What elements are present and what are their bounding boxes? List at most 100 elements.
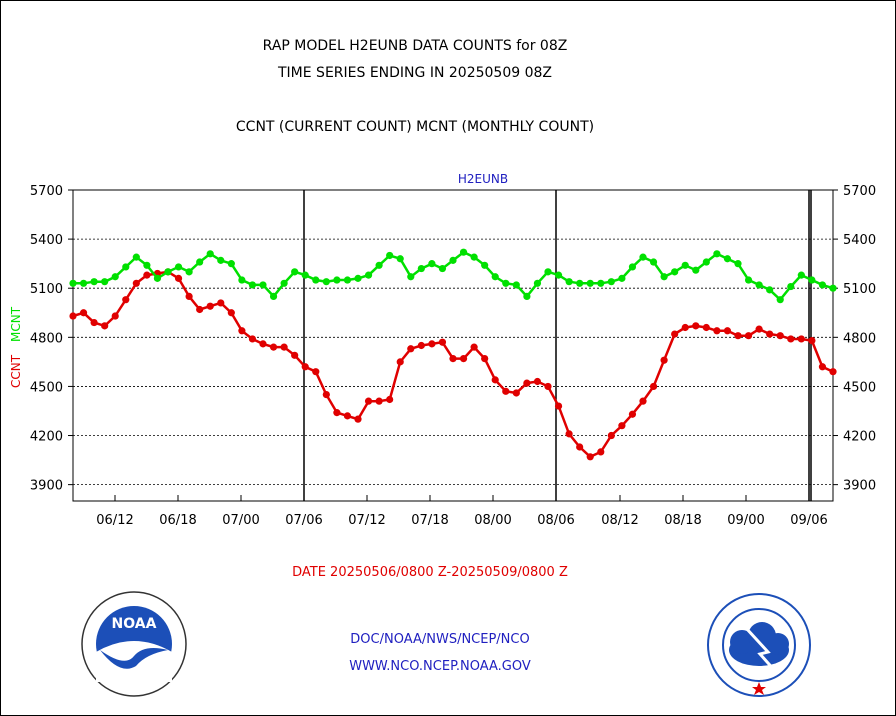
data-point-mcnt bbox=[185, 268, 193, 276]
data-point-ccnt bbox=[386, 395, 394, 404]
data-point-mcnt bbox=[312, 276, 320, 284]
data-point-ccnt bbox=[196, 305, 204, 314]
x-tick-label: 06/12 bbox=[96, 513, 133, 528]
data-point-mcnt bbox=[649, 258, 658, 266]
data-point-mcnt bbox=[269, 292, 278, 300]
data-point-mcnt bbox=[713, 250, 721, 258]
data-point-ccnt bbox=[174, 274, 183, 282]
data-point-ccnt bbox=[280, 343, 288, 351]
chart-subtitle: CCNT (CURRENT COUNT) MCNT (MONTHLY COUNT… bbox=[235, 119, 595, 135]
data-point-ccnt bbox=[291, 351, 299, 359]
data-point-mcnt bbox=[122, 263, 130, 271]
data-point-mcnt bbox=[164, 268, 172, 276]
data-point-ccnt bbox=[576, 443, 584, 451]
y-tick-label-left: 4800 bbox=[30, 331, 63, 346]
data-point-mcnt bbox=[554, 271, 563, 279]
data-point-mcnt bbox=[69, 279, 77, 287]
data-point-mcnt bbox=[829, 284, 837, 292]
data-point-ccnt bbox=[586, 453, 594, 461]
data-point-ccnt bbox=[206, 302, 214, 310]
org-link[interactable]: DOC/NOAA/NWS/NCEP/NCO bbox=[350, 632, 530, 647]
data-point-mcnt bbox=[111, 273, 119, 281]
data-point-ccnt bbox=[787, 335, 795, 343]
data-point-ccnt bbox=[797, 335, 805, 343]
x-tick-label: 07/06 bbox=[285, 513, 322, 528]
data-point-mcnt bbox=[248, 281, 257, 289]
data-point-mcnt bbox=[238, 276, 246, 284]
data-point-mcnt bbox=[755, 281, 763, 289]
data-point-mcnt bbox=[364, 271, 373, 279]
y-tick-label-right: 4800 bbox=[843, 331, 876, 346]
data-point-ccnt bbox=[481, 354, 489, 363]
data-point-ccnt bbox=[375, 397, 383, 405]
data-point-mcnt bbox=[481, 261, 489, 269]
data-point-ccnt bbox=[723, 327, 732, 335]
y-axis-label-ccnt: CCNT bbox=[9, 354, 23, 388]
data-point-mcnt bbox=[576, 279, 584, 287]
data-point-ccnt bbox=[702, 323, 710, 332]
data-point-ccnt bbox=[533, 377, 542, 386]
chart-inner-title: H2EUNB bbox=[458, 172, 508, 186]
data-point-ccnt bbox=[396, 358, 404, 366]
data-point-ccnt bbox=[259, 340, 267, 348]
x-tick-label: 07/00 bbox=[222, 513, 259, 528]
x-tick-label: 07/12 bbox=[348, 513, 385, 528]
data-point-ccnt bbox=[185, 292, 193, 300]
data-point-ccnt bbox=[132, 279, 140, 287]
data-point-mcnt bbox=[407, 273, 415, 281]
data-point-mcnt bbox=[544, 268, 552, 276]
data-point-ccnt bbox=[428, 340, 436, 348]
data-point-mcnt bbox=[470, 253, 478, 261]
data-point-ccnt bbox=[459, 354, 468, 363]
data-point-mcnt bbox=[734, 260, 742, 268]
data-point-ccnt bbox=[417, 341, 425, 350]
data-point-ccnt bbox=[111, 312, 119, 320]
data-point-mcnt bbox=[723, 255, 732, 263]
data-point-ccnt bbox=[755, 325, 763, 333]
data-point-mcnt bbox=[101, 278, 109, 286]
x-tick-label: 08/12 bbox=[601, 513, 638, 528]
data-point-mcnt bbox=[354, 274, 362, 282]
data-point-ccnt bbox=[618, 422, 626, 430]
data-point-ccnt bbox=[322, 391, 330, 399]
website-link[interactable]: WWW.NCO.NCEP.NOAA.GOV bbox=[349, 659, 531, 674]
data-point-ccnt bbox=[69, 312, 77, 320]
y-axis-label-mcnt: MCNT bbox=[9, 306, 23, 342]
data-point-mcnt bbox=[671, 268, 679, 276]
data-point-mcnt bbox=[744, 276, 753, 284]
data-point-mcnt bbox=[776, 296, 784, 304]
data-point-ccnt bbox=[269, 343, 278, 351]
plot-area bbox=[72, 189, 834, 502]
data-point-ccnt bbox=[829, 368, 837, 376]
data-point-mcnt bbox=[196, 258, 204, 266]
data-point-ccnt bbox=[248, 335, 257, 343]
data-point-mcnt bbox=[597, 279, 605, 287]
data-point-mcnt bbox=[787, 282, 795, 291]
data-point-ccnt bbox=[122, 296, 130, 304]
x-tick-label: 08/06 bbox=[537, 513, 574, 528]
data-point-ccnt bbox=[354, 415, 362, 423]
data-point-mcnt bbox=[618, 274, 626, 282]
data-point-ccnt bbox=[554, 402, 563, 410]
data-point-ccnt bbox=[639, 397, 647, 405]
data-point-mcnt bbox=[660, 273, 668, 281]
x-tick-label: 08/18 bbox=[664, 513, 701, 528]
data-point-mcnt bbox=[449, 256, 457, 264]
y-tick-label-right: 5100 bbox=[843, 282, 876, 297]
data-point-ccnt bbox=[312, 368, 320, 376]
data-point-mcnt bbox=[143, 261, 151, 269]
data-point-mcnt bbox=[681, 261, 689, 269]
data-point-mcnt bbox=[438, 264, 447, 273]
national-weather-service-logo-icon bbox=[707, 593, 811, 697]
data-point-ccnt bbox=[628, 410, 637, 418]
data-point-mcnt bbox=[343, 276, 352, 284]
data-point-ccnt bbox=[470, 343, 478, 351]
data-point-mcnt bbox=[375, 261, 383, 269]
y-tick-label-right: 4500 bbox=[843, 380, 876, 395]
chart-title-line1: RAP MODEL H2EUNB DATA COUNTS for 08Z bbox=[262, 38, 568, 54]
data-point-ccnt bbox=[79, 309, 88, 317]
data-point-ccnt bbox=[544, 382, 552, 391]
data-point-ccnt bbox=[90, 318, 98, 327]
svg-text:NOAA: NOAA bbox=[112, 616, 157, 632]
chart-title-line2: TIME SERIES ENDING IN 20250509 08Z bbox=[278, 65, 552, 81]
